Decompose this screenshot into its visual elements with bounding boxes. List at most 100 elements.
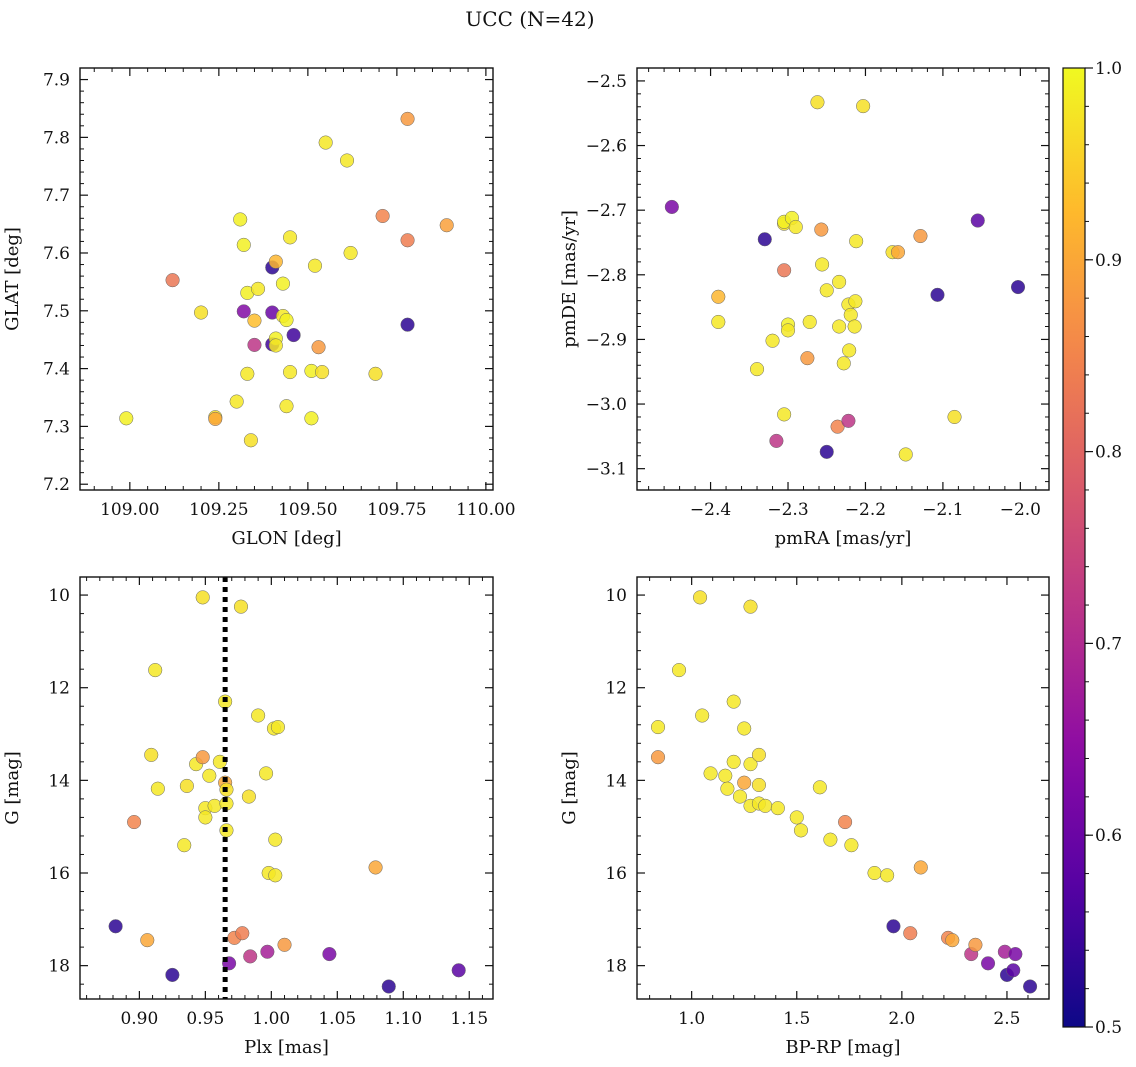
y-tick-label: 18 (605, 957, 627, 977)
data-point (144, 747, 159, 762)
data-point (844, 838, 859, 853)
data-point (277, 937, 292, 952)
data-point (711, 289, 726, 304)
data-point (703, 766, 718, 781)
data-point (830, 419, 845, 434)
data-point (400, 111, 415, 126)
colorbar-tick-label: 0.8 (1095, 443, 1122, 463)
data-point (283, 230, 298, 245)
data-point (838, 814, 853, 830)
data-point (381, 979, 396, 994)
data-point (177, 838, 192, 853)
colorbar: 0.5 0.6 0.7 0.8 0.9 1.0 (1062, 59, 1122, 1038)
x-tick-label: 109.25 (189, 500, 248, 520)
data-point (819, 444, 834, 459)
x-tick-label: 110.00 (456, 500, 515, 520)
data-point (260, 944, 275, 959)
data-point (241, 789, 256, 804)
data-point (802, 314, 817, 330)
data-point (913, 228, 928, 244)
data-point (279, 312, 294, 328)
data-point (841, 413, 856, 428)
y-tick-label: 7.7 (43, 186, 70, 206)
data-point (819, 283, 834, 298)
plot-area (119, 111, 454, 448)
data-point (311, 340, 326, 355)
x-tick-label: 0.95 (186, 1009, 224, 1029)
data-point (815, 257, 830, 272)
panel-3: 0.90 0.95 1.00 1.05 1.10 1.15 10 12 14 16 18 Plx [m… (2, 576, 494, 1058)
data-point (842, 343, 857, 358)
data-point (749, 362, 765, 377)
data-point (247, 313, 262, 328)
y-axis-label: GLAT [deg] (2, 227, 23, 331)
y-tick-label: 7.4 (43, 360, 70, 380)
data-point (832, 319, 847, 334)
x-tick-label: 2.0 (888, 1009, 915, 1029)
data-point (270, 720, 285, 735)
data-point (758, 798, 773, 813)
axes-frame (79, 576, 494, 1000)
y-tick-label: 7.3 (43, 417, 70, 437)
data-point (368, 860, 383, 875)
figure-title: UCC (N=42) (465, 7, 594, 31)
data-point (650, 720, 666, 735)
data-point (258, 766, 274, 781)
data-point (400, 317, 415, 332)
data-point (250, 281, 266, 296)
axes-frame (636, 67, 1050, 491)
data-point (898, 447, 913, 462)
y-tick-label: 7.5 (43, 302, 70, 322)
panel-4: 1.0 1.5 2.0 2.5 10 12 14 16 18 BP-RP [mag] G [mag] (559, 576, 1050, 1058)
x-axis-label: BP-RP [mag] (785, 1037, 900, 1058)
colorbar-tick-label: 0.6 (1095, 826, 1122, 846)
data-point (856, 99, 871, 114)
data-point (789, 810, 804, 825)
y-tick-label: −2.9 (586, 330, 627, 350)
y-axis-label: G [mag] (559, 751, 580, 824)
data-point (247, 337, 262, 352)
data-point (208, 411, 223, 426)
data-point (1006, 963, 1021, 978)
data-point (848, 294, 863, 309)
data-point (451, 963, 466, 978)
data-point (286, 328, 301, 343)
panel-2: −2.4 −2.3 −2.2 −2.1 −2.0 −3.1 −3.0 −2.9 −2.8 −2.7… (559, 67, 1050, 549)
x-tick-label: −2.4 (690, 500, 731, 520)
x-tick-label: 109.75 (367, 500, 426, 520)
data-point (890, 245, 906, 260)
x-tick-label: −2.1 (922, 500, 963, 520)
data-point (970, 213, 985, 228)
data-point (695, 708, 710, 723)
data-point (240, 366, 255, 381)
data-point (849, 234, 864, 249)
data-point (718, 768, 733, 783)
x-tick-label: 2.5 (993, 1009, 1020, 1029)
x-tick-label: −2.0 (1000, 500, 1041, 520)
data-point (165, 967, 180, 982)
data-point (119, 411, 134, 426)
data-point (930, 287, 945, 302)
x-axis-label: Plx [mas] (244, 1037, 329, 1058)
data-point (737, 775, 752, 790)
data-point (268, 868, 283, 883)
data-point (810, 95, 825, 110)
data-point (322, 947, 337, 962)
y-tick-label: 18 (48, 957, 70, 977)
data-point (812, 780, 827, 795)
plot-area (108, 577, 466, 999)
data-point (711, 314, 726, 330)
data-point (150, 781, 165, 796)
data-point (283, 365, 298, 380)
data-point (757, 232, 772, 247)
x-tick-label: −2.3 (767, 500, 808, 520)
x-tick-label: −2.2 (845, 500, 886, 520)
panels: 109.00 109.25 109.50 109.75 110.00 7.2 7.3 7.4 7… (2, 67, 1050, 1058)
data-point (207, 798, 222, 813)
data-point (836, 356, 851, 371)
data-point (279, 399, 294, 414)
y-axis-label: G [mag] (2, 751, 23, 824)
y-tick-label: 10 (48, 586, 70, 606)
data-point (368, 366, 383, 381)
